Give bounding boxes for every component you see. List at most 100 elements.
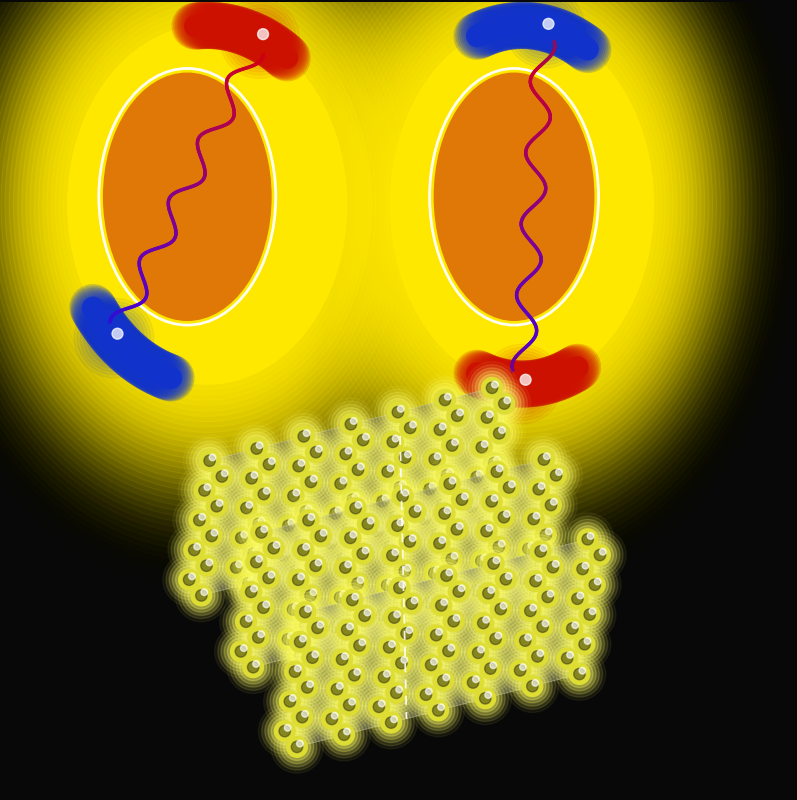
Circle shape <box>370 418 416 465</box>
Circle shape <box>514 634 560 679</box>
Circle shape <box>288 490 299 502</box>
Circle shape <box>556 542 609 595</box>
Circle shape <box>241 621 275 654</box>
Circle shape <box>426 625 446 646</box>
Circle shape <box>465 583 512 630</box>
Circle shape <box>446 481 498 533</box>
Circle shape <box>464 642 516 695</box>
Circle shape <box>258 705 311 758</box>
Circle shape <box>403 463 456 515</box>
Circle shape <box>402 498 429 526</box>
Circle shape <box>571 562 618 608</box>
Circle shape <box>528 479 549 500</box>
Circle shape <box>535 546 546 557</box>
Circle shape <box>292 429 339 475</box>
Circle shape <box>476 584 482 590</box>
Ellipse shape <box>340 0 705 454</box>
Circle shape <box>367 524 413 570</box>
Circle shape <box>525 570 546 591</box>
Circle shape <box>564 516 611 562</box>
Circle shape <box>491 495 498 502</box>
Circle shape <box>504 654 537 687</box>
Circle shape <box>475 371 508 405</box>
Circle shape <box>451 524 462 535</box>
Circle shape <box>441 399 474 433</box>
Circle shape <box>406 580 452 626</box>
Circle shape <box>345 498 366 518</box>
Circle shape <box>437 510 477 550</box>
Circle shape <box>330 474 351 494</box>
Circle shape <box>402 577 455 629</box>
Circle shape <box>460 460 493 494</box>
Circle shape <box>466 580 487 601</box>
Circle shape <box>436 578 457 599</box>
Circle shape <box>545 499 556 510</box>
Circle shape <box>438 704 445 710</box>
Circle shape <box>425 380 465 420</box>
Circle shape <box>253 632 264 643</box>
Circle shape <box>342 523 353 535</box>
Circle shape <box>528 542 535 549</box>
Circle shape <box>367 452 407 491</box>
Circle shape <box>247 522 300 574</box>
Circle shape <box>462 580 515 633</box>
Circle shape <box>394 624 401 630</box>
Circle shape <box>524 606 536 617</box>
Circle shape <box>346 632 373 659</box>
Circle shape <box>514 538 567 591</box>
Circle shape <box>449 486 476 513</box>
Circle shape <box>426 416 453 443</box>
Circle shape <box>382 548 428 594</box>
Circle shape <box>426 419 478 472</box>
Circle shape <box>213 545 259 590</box>
Circle shape <box>468 642 489 663</box>
Circle shape <box>467 550 520 603</box>
Circle shape <box>282 558 309 585</box>
Circle shape <box>251 443 262 454</box>
Circle shape <box>488 586 495 594</box>
Circle shape <box>489 486 495 493</box>
Circle shape <box>434 393 481 439</box>
Circle shape <box>483 588 494 599</box>
Circle shape <box>235 570 262 597</box>
Circle shape <box>481 554 488 561</box>
Circle shape <box>524 7 566 49</box>
Circle shape <box>398 590 426 617</box>
Circle shape <box>397 490 408 502</box>
Circle shape <box>501 602 507 609</box>
Circle shape <box>439 537 446 543</box>
Circle shape <box>462 466 515 519</box>
Circle shape <box>263 535 303 575</box>
Circle shape <box>411 597 418 604</box>
Circle shape <box>496 474 523 501</box>
Circle shape <box>172 563 206 597</box>
Circle shape <box>283 489 329 535</box>
Circle shape <box>477 407 497 428</box>
Circle shape <box>480 455 513 489</box>
Circle shape <box>490 633 501 645</box>
Circle shape <box>508 481 515 487</box>
Circle shape <box>522 581 549 608</box>
Circle shape <box>233 498 285 550</box>
Circle shape <box>557 648 578 669</box>
Circle shape <box>508 0 582 65</box>
Circle shape <box>458 424 505 470</box>
Circle shape <box>499 477 520 498</box>
Circle shape <box>334 724 355 745</box>
Circle shape <box>536 550 570 584</box>
Circle shape <box>420 550 473 602</box>
Ellipse shape <box>68 26 347 384</box>
Circle shape <box>340 527 361 548</box>
Circle shape <box>554 645 581 672</box>
Circle shape <box>236 498 257 518</box>
Circle shape <box>329 685 369 725</box>
Circle shape <box>364 657 404 697</box>
Circle shape <box>344 456 371 483</box>
Circle shape <box>341 593 387 639</box>
Circle shape <box>441 599 448 606</box>
Circle shape <box>441 583 452 594</box>
Circle shape <box>238 510 285 555</box>
Circle shape <box>282 589 328 635</box>
Circle shape <box>405 451 411 458</box>
Circle shape <box>263 487 270 494</box>
